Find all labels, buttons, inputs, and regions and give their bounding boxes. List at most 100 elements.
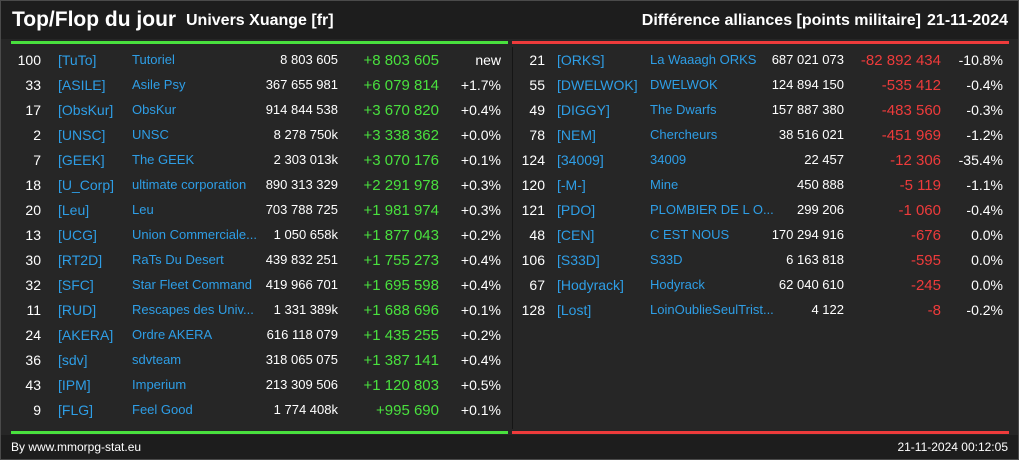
alliance-tag-link[interactable]: [RUD] [58, 302, 97, 318]
alliance-tag-link[interactable]: [UCG] [58, 227, 97, 243]
points-cell: 450 888 [797, 177, 844, 192]
alliance-tag-link[interactable]: [UNSC] [58, 127, 106, 143]
alliance-name-link[interactable]: The GEEK [132, 152, 195, 167]
alliance-tag-link[interactable]: [TuTo] [58, 52, 97, 68]
alliance-name-link[interactable]: UNSC [132, 127, 169, 142]
alliance-tag-link[interactable]: [sdv] [58, 352, 88, 368]
alliance-tag-link[interactable]: [DWELWOK] [557, 77, 638, 93]
alliance-name-link[interactable]: Union Commerciale... [132, 227, 257, 242]
rank-cell: 18 [25, 177, 41, 193]
diff-cell: -5 119 [899, 177, 941, 194]
alliance-name-link[interactable]: Ordre AKERA [132, 327, 213, 342]
alliance-name-link[interactable]: C EST NOUS [650, 227, 730, 242]
alliance-tag-link[interactable]: [Lost] [557, 302, 592, 318]
table-row: 20 [Leu] Leu 703 788 725 +1 981 974 +0.3% [11, 197, 508, 222]
alliance-name-link[interactable]: 34009 [650, 152, 687, 167]
percent-cell: 0.0% [971, 252, 1003, 268]
alliance-tag-link[interactable]: [FLG] [58, 402, 94, 418]
ranking-title: Différence alliances [points militaire] [641, 12, 921, 29]
alliance-tag-link[interactable]: [ObsKur] [58, 102, 114, 118]
header-bar: Top/Flop du jour Univers Xuange [fr] Dif… [1, 1, 1018, 39]
points-cell: 687 021 073 [771, 52, 844, 67]
percent-cell: +0.4% [460, 252, 501, 268]
table-row: 2 [UNSC] UNSC 8 278 750k +3 338 362 +0.0% [11, 122, 508, 147]
percent-cell: -1.1% [966, 177, 1003, 193]
alliance-name-link[interactable]: Chercheurs [650, 127, 718, 142]
alliance-tag-link[interactable]: [DIGGY] [557, 102, 610, 118]
diff-cell: +8 803 605 [363, 52, 440, 69]
alliance-tag-link[interactable]: [SFC] [58, 277, 94, 293]
alliance-name-link[interactable]: ObsKur [132, 102, 177, 117]
percent-cell: +0.2% [460, 327, 501, 343]
alliance-name-link[interactable]: Leu [132, 202, 154, 217]
percent-cell: +0.4% [460, 102, 501, 118]
alliance-name-link[interactable]: sdvteam [132, 352, 182, 367]
table-row: 49 [DIGGY] The Dwarfs 157 887 380 -483 560 -0… [513, 97, 1010, 122]
bottom-divider-green [11, 431, 508, 434]
alliance-name-link[interactable]: Star Fleet Command [132, 277, 252, 292]
alliance-tag-link[interactable]: [AKERA] [58, 327, 114, 343]
points-cell: 439 832 251 [265, 252, 338, 267]
alliance-tag-link[interactable]: [Leu] [58, 202, 90, 218]
alliance-name-link[interactable]: DWELWOK [650, 77, 718, 92]
points-cell: 318 065 075 [265, 352, 338, 367]
rank-cell: 9 [33, 402, 41, 418]
rank-cell: 30 [25, 252, 41, 268]
percent-cell: -35.4% [958, 152, 1003, 168]
alliance-name-link[interactable]: PLOMBIER DE L O... [650, 202, 774, 217]
points-cell: 170 294 916 [771, 227, 844, 242]
alliance-name-link[interactable]: Mine [650, 177, 679, 192]
points-cell: 124 894 150 [771, 77, 844, 92]
table-row: 33 [ASILE] Asile Psy 367 655 981 +6 079 814 +… [11, 72, 508, 97]
alliance-tag-link[interactable]: [U_Corp] [58, 177, 115, 193]
diff-cell: -483 560 [881, 102, 941, 119]
alliance-tag-link[interactable]: [GEEK] [58, 152, 105, 168]
percent-cell: +0.0% [460, 127, 501, 143]
rank-cell: 11 [26, 302, 41, 318]
percent-cell: +0.4% [460, 352, 501, 368]
alliance-tag-link[interactable]: [34009] [557, 152, 604, 168]
footer-timestamp: 21-11-2024 00:12:05 [897, 440, 1008, 454]
diff-cell: -12 306 [890, 152, 941, 169]
source-link[interactable]: By www.mmorpg-stat.eu [11, 440, 142, 454]
alliance-name-link[interactable]: ultimate corporation [132, 177, 247, 192]
alliance-name-link[interactable]: Hodyrack [650, 277, 705, 292]
alliance-tag-link[interactable]: [CEN] [557, 227, 595, 243]
table-row: 7 [GEEK] The GEEK 2 303 013k +3 070 176 +0.1% [11, 147, 508, 172]
percent-cell: +0.1% [460, 402, 501, 418]
alliance-tag-link[interactable]: [ORKS] [557, 52, 605, 68]
alliance-tag-link[interactable]: [IPM] [58, 377, 91, 393]
alliance-name-link[interactable]: The Dwarfs [650, 102, 717, 117]
points-cell: 1 050 658k [273, 227, 338, 242]
alliance-name-link[interactable]: La Waaagh ORKS [650, 52, 757, 67]
alliance-name-link[interactable]: Asile Psy [132, 77, 186, 92]
points-cell: 703 788 725 [265, 202, 338, 217]
alliance-tag-link[interactable]: [S33D] [557, 252, 600, 268]
diff-cell: -451 969 [881, 127, 941, 144]
alliance-name-link[interactable]: Imperium [132, 377, 187, 392]
alliance-tag-link[interactable]: [PDO] [557, 202, 596, 218]
alliance-name-link[interactable]: S33D [650, 252, 683, 267]
diff-cell: +3 070 176 [363, 152, 440, 169]
alliance-tag-link[interactable]: [ASILE] [58, 77, 106, 93]
table-row: 9 [FLG] Feel Good 1 774 408k +995 690 +0.1% [11, 397, 508, 422]
diff-cell: +1 877 043 [363, 227, 440, 244]
alliance-tag-link[interactable]: [RT2D] [58, 252, 103, 268]
alliance-name-link[interactable]: LoinOublieSeulTrist... [650, 302, 774, 317]
rank-cell: 124 [521, 152, 545, 168]
diff-cell: +1 120 803 [363, 377, 440, 394]
alliance-name-link[interactable]: Tutoriel [132, 52, 175, 67]
table-row: 124 [34009] 34009 22 457 -12 306 -35.4% [513, 147, 1010, 172]
alliance-name-link[interactable]: Rescapes des Univ... [132, 302, 254, 317]
alliance-name-link[interactable]: RaTs Du Desert [132, 252, 224, 267]
alliance-tag-link[interactable]: [Hodyrack] [557, 277, 624, 293]
rank-cell: 43 [25, 377, 41, 393]
alliance-tag-link[interactable]: [NEM] [557, 127, 596, 143]
top-losers-panel: 21 [ORKS] La Waaagh ORKS 687 021 073 -82 892… [512, 47, 1010, 429]
points-cell: 1 331 389k [273, 302, 338, 317]
rank-cell: 20 [25, 202, 41, 218]
points-cell: 4 122 [811, 302, 844, 317]
alliance-tag-link[interactable]: [-M-] [557, 177, 586, 193]
universe-label: Univers Xuange [fr] [186, 12, 334, 29]
alliance-name-link[interactable]: Feel Good [132, 402, 193, 417]
